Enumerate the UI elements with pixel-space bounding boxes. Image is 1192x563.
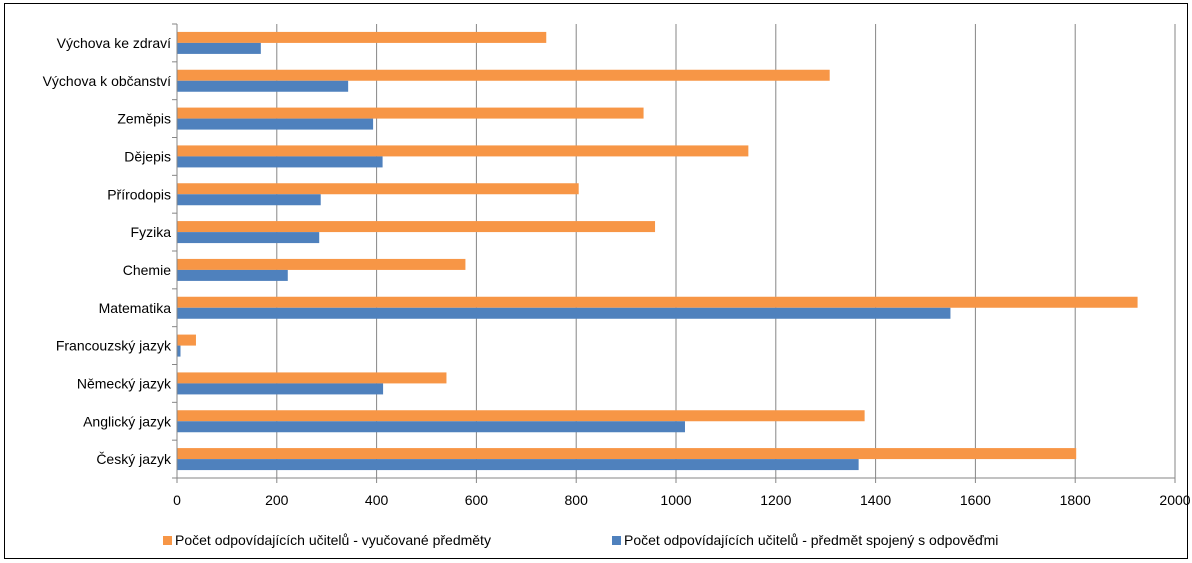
bar-taught-subjects bbox=[177, 296, 1138, 308]
bar-related-subject bbox=[177, 459, 859, 471]
bar-related-subject bbox=[177, 118, 374, 130]
category-label: Anglický jazyk bbox=[83, 413, 172, 429]
legend-label: Počet odpovídajících učitelů - předmět s… bbox=[624, 532, 998, 548]
category-label: Francouzský jazyk bbox=[56, 338, 172, 354]
category-label: Výchova k občanství bbox=[43, 73, 172, 89]
category-label: Chemie bbox=[123, 262, 171, 278]
bar-related-subject bbox=[177, 383, 384, 395]
bar-taught-subjects bbox=[177, 183, 579, 195]
bar-taught-subjects bbox=[177, 69, 830, 81]
bar-related-subject bbox=[177, 307, 951, 319]
bar-taught-subjects bbox=[177, 145, 749, 157]
bar-taught-subjects bbox=[177, 372, 447, 384]
category-label: Matematika bbox=[99, 300, 172, 316]
x-tick-label: 2000 bbox=[1159, 492, 1190, 508]
category-label: Německý jazyk bbox=[77, 375, 172, 391]
bar-related-subject bbox=[177, 156, 383, 168]
x-tick-label: 1000 bbox=[660, 492, 691, 508]
bar-related-subject bbox=[177, 194, 321, 206]
legend-swatch bbox=[163, 536, 172, 545]
category-label: Výchova ke zdraví bbox=[57, 35, 171, 51]
category-label: Fyzika bbox=[131, 224, 172, 240]
x-tick-label: 400 bbox=[365, 492, 389, 508]
bar-related-subject bbox=[177, 80, 349, 92]
legend-swatch bbox=[612, 536, 621, 545]
bar-taught-subjects bbox=[177, 107, 644, 119]
bar-taught-subjects bbox=[177, 31, 547, 43]
bar-related-subject bbox=[177, 232, 320, 244]
bar-taught-subjects bbox=[177, 410, 865, 422]
bar-related-subject bbox=[177, 345, 181, 357]
x-tick-label: 1200 bbox=[760, 492, 791, 508]
x-tick-label: 200 bbox=[265, 492, 289, 508]
x-tick-label: 600 bbox=[465, 492, 489, 508]
x-tick-label: 800 bbox=[565, 492, 589, 508]
bar-related-subject bbox=[177, 421, 685, 433]
bar-taught-subjects bbox=[177, 221, 656, 233]
bar-taught-subjects bbox=[177, 448, 1077, 460]
legend-label: Počet odpovídajících učitelů - vyučované… bbox=[175, 532, 491, 548]
bar-taught-subjects bbox=[177, 258, 466, 270]
category-label: Český jazyk bbox=[96, 451, 172, 467]
bar-related-subject bbox=[177, 269, 288, 281]
x-tick-label: 1600 bbox=[960, 492, 991, 508]
bar-related-subject bbox=[177, 42, 261, 54]
category-label: Zeměpis bbox=[117, 111, 171, 127]
category-label: Přírodopis bbox=[107, 186, 171, 202]
bar-taught-subjects bbox=[177, 334, 196, 346]
x-tick-label: 0 bbox=[173, 492, 181, 508]
x-tick-label: 1800 bbox=[1060, 492, 1091, 508]
x-tick-label: 1400 bbox=[860, 492, 891, 508]
category-label: Dějepis bbox=[124, 148, 171, 164]
